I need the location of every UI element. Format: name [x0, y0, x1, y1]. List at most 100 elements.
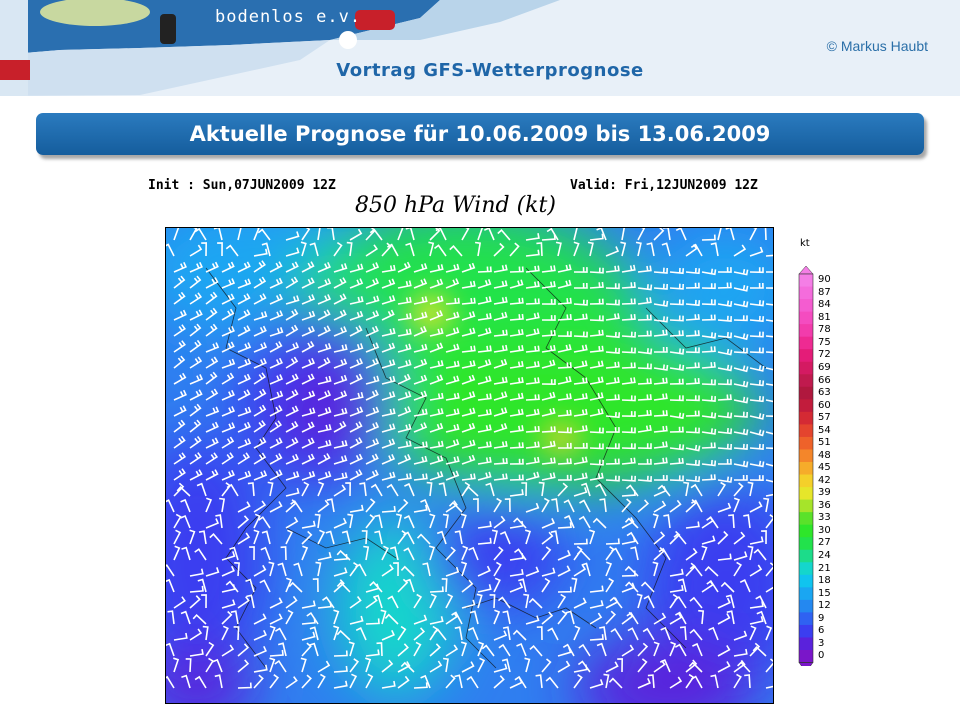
wind-barb	[663, 228, 671, 241]
wind-barb	[637, 330, 652, 337]
wind-barb	[237, 389, 251, 401]
wind-barb	[246, 594, 255, 609]
wind-barb	[413, 390, 428, 401]
wind-barb	[181, 546, 191, 561]
scale-swatch	[799, 512, 813, 526]
wind-barb	[541, 658, 552, 673]
wind-barb	[765, 303, 773, 306]
wind-barb	[333, 344, 348, 353]
wind-barb	[365, 244, 379, 257]
wind-barb	[445, 263, 460, 273]
wind-barb	[493, 577, 501, 593]
wind-barb	[749, 601, 764, 609]
wind-barb	[589, 529, 596, 545]
wind-barb	[221, 436, 235, 449]
slide-title: Aktuelle Prognose für 10.06.2009 bis 13.…	[189, 122, 771, 146]
wind-barb	[541, 577, 551, 593]
wind-barb	[370, 483, 383, 497]
wind-barb	[173, 355, 186, 369]
wind-barb	[333, 277, 347, 289]
wind-barb	[733, 659, 746, 673]
wind-barb	[221, 372, 235, 385]
wind-barb	[422, 562, 431, 577]
wind-barb	[253, 437, 267, 449]
wind-barb	[733, 411, 748, 418]
wind-barb	[397, 373, 411, 385]
wind-barb	[557, 297, 572, 305]
wind-barb	[669, 267, 685, 275]
wind-barb	[189, 339, 202, 353]
wind-barb	[485, 482, 495, 497]
wind-barb	[253, 674, 264, 689]
wind-barb	[237, 532, 251, 545]
wind-barb	[621, 314, 636, 321]
wind-barb	[461, 345, 476, 353]
wind-barb	[749, 429, 765, 437]
wind-barb	[557, 593, 567, 609]
wind-barb	[429, 422, 444, 433]
wind-barb	[541, 472, 556, 481]
wind-barb	[717, 428, 733, 435]
wind-barb	[749, 413, 765, 420]
wind-barb	[429, 586, 444, 593]
wind-barb	[605, 376, 620, 385]
scale-swatch	[799, 612, 813, 626]
wind-barb	[589, 267, 604, 274]
wind-barb	[374, 514, 383, 529]
wind-barb	[565, 610, 575, 625]
wind-barb	[249, 546, 255, 561]
wind-barb	[654, 346, 668, 353]
wind-barb	[669, 475, 684, 482]
wind-barb	[765, 319, 773, 322]
valid-time-label: Valid: Fri,12JUN2009 12Z	[570, 178, 758, 193]
wind-barb	[269, 437, 283, 449]
wind-barb	[589, 281, 604, 289]
wind-barb	[621, 427, 636, 434]
wind-barb	[258, 516, 271, 529]
wind-barb	[173, 340, 186, 353]
wind-barb	[234, 562, 240, 577]
wind-barb	[189, 628, 203, 641]
wind-barb	[269, 625, 276, 641]
wind-barb	[525, 426, 540, 433]
wind-barb	[573, 331, 588, 338]
wind-barb	[653, 329, 668, 337]
wind-barb	[189, 469, 203, 481]
wind-barb	[653, 377, 668, 385]
wind-barb	[436, 530, 447, 545]
wind-barb	[301, 261, 315, 273]
wind-barb	[269, 597, 283, 609]
scale-swatch	[799, 286, 813, 300]
wind-barb	[725, 228, 735, 241]
wind-barb	[445, 500, 458, 513]
wind-barb	[189, 389, 203, 401]
wind-barb	[669, 444, 685, 451]
wind-barb	[706, 516, 719, 529]
wind-barb	[509, 520, 524, 529]
wind-barb	[253, 342, 268, 353]
wind-barb	[749, 300, 765, 307]
wind-barb	[589, 679, 604, 689]
wind-barb	[573, 377, 588, 385]
wind-barb	[551, 498, 559, 513]
wind-barb	[557, 442, 572, 449]
wind-barb	[274, 659, 287, 673]
wind-barb	[481, 644, 495, 657]
wind-barb	[653, 425, 668, 433]
wind-barb	[317, 660, 331, 673]
wind-barb	[445, 392, 460, 401]
wind-barb	[514, 675, 527, 689]
scale-swatch	[799, 274, 813, 288]
wind-barb	[525, 281, 540, 289]
wind-barb	[589, 408, 604, 417]
wind-barb	[637, 424, 652, 433]
wind-barb	[477, 521, 492, 529]
scale-tick-label: 27	[818, 537, 831, 549]
scale-swatch	[799, 336, 813, 350]
wind-barb	[365, 295, 380, 305]
wind-barb	[230, 610, 239, 625]
wind-barb	[509, 392, 524, 401]
wind-barb	[476, 593, 483, 609]
wind-barb	[717, 412, 733, 419]
scale-swatch	[799, 524, 813, 538]
